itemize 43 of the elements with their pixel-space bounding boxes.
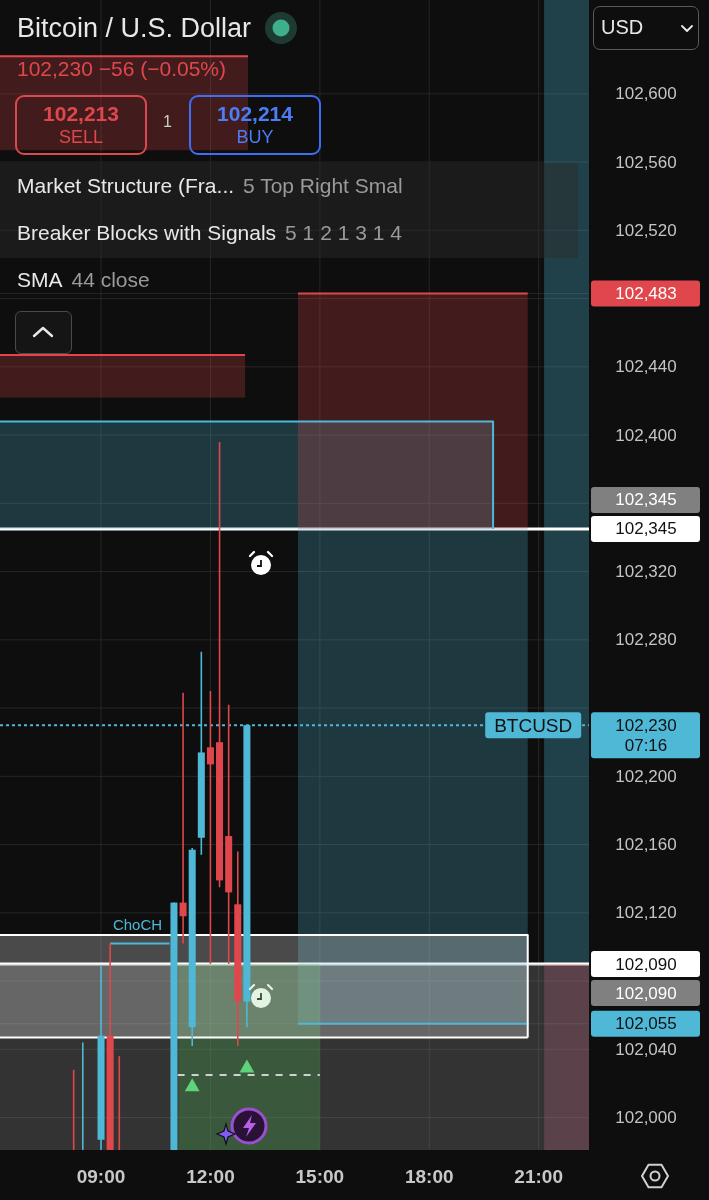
y-tick-label: 102,600	[615, 84, 677, 104]
y-tick-label: 102,400	[615, 425, 677, 445]
text: 102,230 −56 (−0.05%)	[17, 57, 226, 81]
text: 102,345	[615, 490, 677, 510]
annotation: 5 Top Right Smal	[243, 174, 403, 197]
x-tick-label: 21:00	[514, 1165, 563, 1187]
ref-line-label: 102,090	[615, 954, 677, 974]
x-tick-label: 15:00	[295, 1165, 345, 1187]
annotation: Market Structure (Fra...	[17, 174, 235, 197]
y-tick-label: 102,055	[615, 1014, 677, 1034]
annotation: 1	[163, 113, 172, 131]
x-tick-label: 12:00	[186, 1165, 235, 1187]
currency-dropdown: USD	[593, 6, 699, 50]
annotation: BUY	[236, 126, 274, 148]
y-tick-label: 102,520	[615, 220, 677, 240]
annotation: 44 close	[71, 268, 150, 291]
text: Bitcoin / U.S. Dollar	[17, 12, 252, 44]
text: 102,090	[615, 983, 677, 1003]
annotation: BTCUSD	[494, 714, 573, 736]
annotation: 102,214	[217, 102, 293, 126]
y-tick-label: 102,280	[615, 630, 677, 650]
y-tick-label: 102,000	[615, 1108, 677, 1128]
y-tick-label: 102,120	[615, 903, 677, 923]
sell-button: 102,213 SELL	[15, 95, 147, 155]
annotation: SELL	[58, 126, 104, 148]
y-tick-label: 102,200	[615, 766, 677, 786]
y-tick-label: 102,160	[615, 835, 677, 855]
y-tick-label: 102,560	[615, 152, 677, 172]
annotation: SMA	[17, 268, 63, 291]
x-tick-label: 18:00	[404, 1165, 454, 1187]
annotation: Breaker Blocks with Signals	[17, 221, 277, 244]
x-tick-label: 09:00	[76, 1165, 126, 1187]
text: 07:16	[624, 735, 668, 755]
ref-line-label: 102,230	[615, 715, 677, 735]
annotation: 102,213	[43, 102, 119, 126]
annotation: ChoCH	[112, 915, 163, 933]
y-tick-label: 102,440	[615, 357, 677, 377]
y-tick-label: 102,320	[615, 562, 677, 582]
annotation: 5 1 2 1 3 1 4	[285, 221, 402, 244]
ref-line-label: 102,345	[615, 519, 677, 539]
y-tick-label: 102,483	[615, 283, 677, 303]
buy-button: 102,214 BUY	[189, 95, 321, 155]
y-tick-label: 102,040	[615, 1039, 677, 1059]
